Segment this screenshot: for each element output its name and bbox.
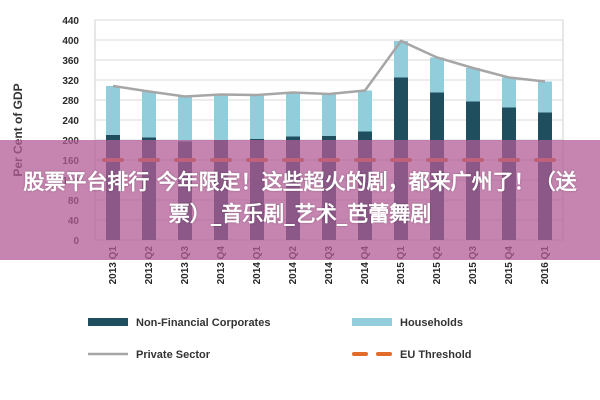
x-tick-label: 2013 Q2 <box>144 246 155 285</box>
bar-households <box>106 86 120 135</box>
x-tick-label: 2015 Q4 <box>504 246 515 285</box>
bar-households <box>538 81 552 113</box>
y-tick-label: 320 <box>62 76 79 87</box>
x-tick-label: 2013 Q4 <box>216 246 227 285</box>
private-sector-line <box>112 39 546 98</box>
x-tick-label: 2014 Q4 <box>360 246 371 285</box>
bar-households <box>214 94 228 140</box>
legend-item: Private Sector <box>88 349 211 361</box>
bar-households <box>322 94 336 136</box>
line-private-sector <box>112 39 546 98</box>
y-tick-label: 240 <box>62 116 79 127</box>
bar-households <box>286 92 300 137</box>
x-tick-label: 2013 Q3 <box>180 246 191 285</box>
legend-item: Households <box>352 317 463 329</box>
legend-swatch <box>88 318 128 326</box>
bar-households <box>178 96 192 142</box>
x-tick-label: 2013 Q1 <box>108 246 119 285</box>
bar-households <box>142 91 156 138</box>
promo-overlay: 股票平台排行 今年限定！这些超火的剧，都来广州了！（送票）_音乐剧_艺术_芭蕾舞… <box>0 140 600 260</box>
bar-households <box>358 90 372 132</box>
legend-label: Households <box>400 317 463 329</box>
x-tick-label: 2016 Q1 <box>540 246 551 285</box>
x-axis-ticks: 2013 Q1 2013 Q2 2013 Q3 2013 Q4 2014 Q1 2014 … <box>108 246 551 285</box>
bar-households <box>502 77 516 108</box>
x-tick-label: 2015 Q3 <box>468 246 479 285</box>
overlay-title: 股票平台排行 今年限定！这些超火的剧，都来广州了！（送票）_音乐剧_艺术_芭蕾舞… <box>23 170 577 226</box>
legend-item: EU Threshold <box>352 349 472 361</box>
y-tick-label: 440 <box>62 16 79 27</box>
legend-label: Non-Financial Corporates <box>136 317 270 329</box>
x-tick-label: 2014 Q1 <box>252 246 263 285</box>
y-tick-label: 280 <box>62 96 79 107</box>
bar-households <box>250 95 264 139</box>
bar-households <box>466 68 480 102</box>
bar-households <box>394 41 408 78</box>
legend-swatch <box>352 318 392 326</box>
x-tick-label: 2015 Q2 <box>432 246 443 285</box>
legend: Non-Financial Corporates Households Privat… <box>88 317 472 361</box>
y-tick-label: 360 <box>62 56 79 67</box>
y-tick-label: 400 <box>62 36 79 47</box>
bar-households <box>430 57 444 93</box>
x-tick-label: 2014 Q2 <box>288 246 299 285</box>
x-tick-label: 2015 Q1 <box>396 246 407 285</box>
legend-item: Non-Financial Corporates <box>88 317 270 329</box>
x-tick-label: 2014 Q3 <box>324 246 335 285</box>
legend-label: EU Threshold <box>400 349 472 361</box>
legend-label: Private Sector <box>136 349 211 361</box>
